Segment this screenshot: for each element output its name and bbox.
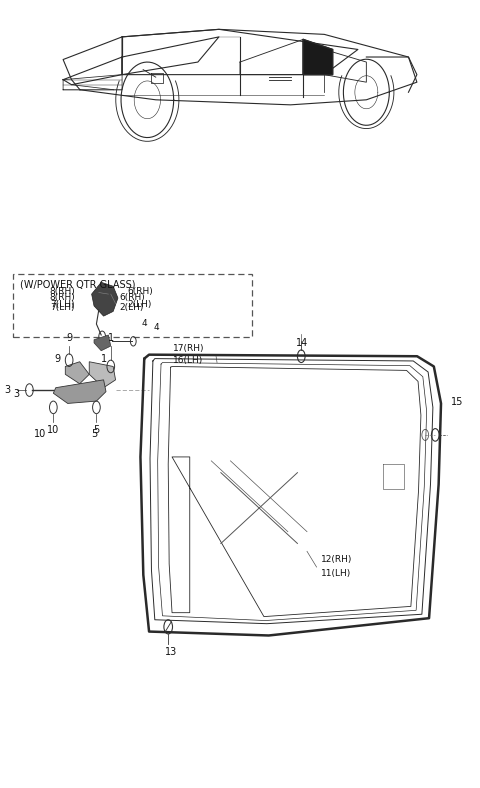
Text: 9: 9 (66, 333, 72, 343)
Polygon shape (89, 362, 116, 388)
Text: 4: 4 (142, 318, 147, 328)
Text: 15: 15 (451, 397, 463, 407)
Text: 10: 10 (34, 429, 46, 440)
Text: 13: 13 (165, 647, 177, 657)
Text: 8(RH): 8(RH) (49, 293, 75, 302)
Text: 6(RH): 6(RH) (128, 288, 153, 296)
Polygon shape (141, 355, 441, 635)
Polygon shape (94, 335, 111, 351)
Text: 5: 5 (91, 429, 97, 440)
Text: 1: 1 (108, 333, 114, 343)
Text: 1: 1 (100, 354, 107, 364)
Text: (W/POWER QTR GLASS): (W/POWER QTR GLASS) (20, 279, 135, 289)
Polygon shape (65, 362, 89, 384)
Text: 11(LH): 11(LH) (322, 569, 352, 578)
Text: 8(RH): 8(RH) (49, 288, 75, 296)
Bar (12, 274, 252, 337)
Text: 12(RH): 12(RH) (322, 556, 353, 564)
Text: 5: 5 (93, 425, 99, 435)
Text: 16(LH): 16(LH) (173, 356, 203, 365)
Text: 2(LH): 2(LH) (120, 303, 144, 312)
Text: 3: 3 (14, 389, 20, 399)
Text: 3: 3 (4, 385, 10, 395)
Text: 17(RH): 17(RH) (173, 344, 204, 353)
Text: 14: 14 (296, 338, 308, 348)
Polygon shape (92, 282, 118, 316)
Text: 2(LH): 2(LH) (128, 299, 152, 309)
Text: 9: 9 (54, 354, 60, 364)
Text: 7(LH): 7(LH) (50, 299, 75, 309)
Polygon shape (53, 380, 106, 403)
Text: 4: 4 (154, 322, 159, 332)
Text: 10: 10 (47, 425, 60, 435)
Polygon shape (303, 39, 333, 75)
Text: 7(LH): 7(LH) (50, 303, 75, 312)
Text: 6(RH): 6(RH) (120, 293, 145, 302)
